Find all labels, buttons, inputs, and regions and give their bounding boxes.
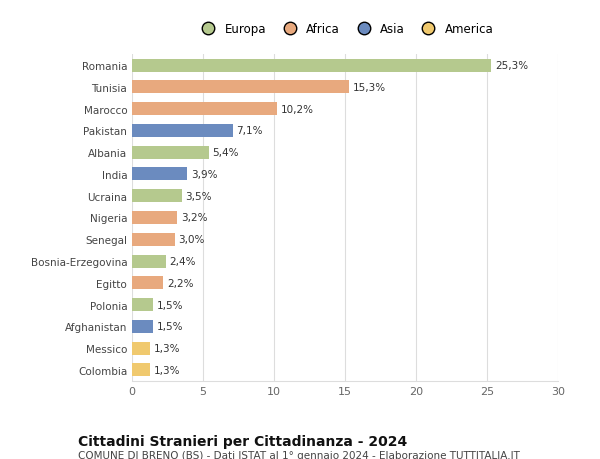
Bar xyxy=(132,298,154,312)
Text: Cittadini Stranieri per Cittadinanza - 2024: Cittadini Stranieri per Cittadinanza - 2… xyxy=(78,434,407,448)
Text: 1,5%: 1,5% xyxy=(157,322,184,332)
Bar xyxy=(132,103,277,116)
Bar xyxy=(132,168,187,181)
Bar xyxy=(132,124,233,138)
Text: 10,2%: 10,2% xyxy=(280,104,313,114)
Bar xyxy=(132,81,349,94)
Text: 1,3%: 1,3% xyxy=(154,343,181,353)
Bar xyxy=(132,233,175,246)
Bar xyxy=(132,364,151,377)
Text: 3,9%: 3,9% xyxy=(191,169,217,179)
Text: 3,0%: 3,0% xyxy=(178,235,205,245)
Text: 1,5%: 1,5% xyxy=(157,300,184,310)
Text: 1,3%: 1,3% xyxy=(154,365,181,375)
Text: 3,5%: 3,5% xyxy=(185,191,212,202)
Bar xyxy=(132,146,209,159)
Bar xyxy=(132,212,178,224)
Text: 7,1%: 7,1% xyxy=(236,126,263,136)
Bar xyxy=(132,255,166,268)
Text: 3,2%: 3,2% xyxy=(181,213,208,223)
Text: COMUNE DI BRENO (BS) - Dati ISTAT al 1° gennaio 2024 - Elaborazione TUTTITALIA.I: COMUNE DI BRENO (BS) - Dati ISTAT al 1° … xyxy=(78,450,520,459)
Legend: Europa, Africa, Asia, America: Europa, Africa, Asia, America xyxy=(191,19,499,41)
Bar xyxy=(132,59,491,73)
Bar xyxy=(132,277,163,290)
Text: 5,4%: 5,4% xyxy=(212,148,239,158)
Text: 15,3%: 15,3% xyxy=(353,83,386,93)
Text: 2,4%: 2,4% xyxy=(170,257,196,267)
Bar xyxy=(132,342,151,355)
Text: 2,2%: 2,2% xyxy=(167,278,193,288)
Bar xyxy=(132,320,154,333)
Text: 25,3%: 25,3% xyxy=(495,61,528,71)
Bar xyxy=(132,190,182,203)
